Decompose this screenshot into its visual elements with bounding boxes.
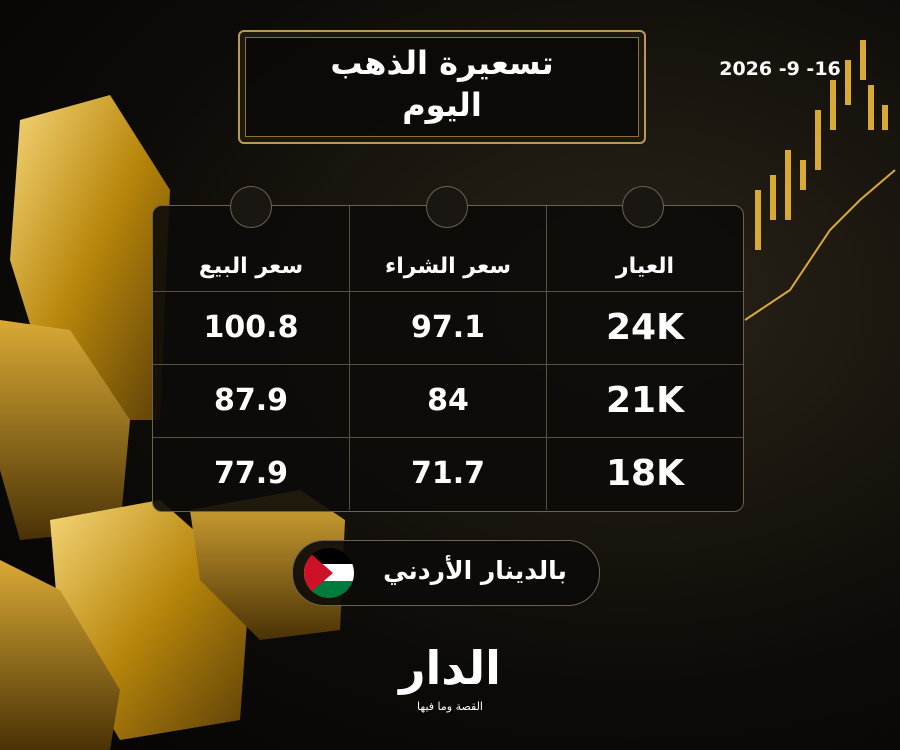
price: 84 xyxy=(349,365,546,437)
price: 77.9 xyxy=(213,456,289,491)
table-row: 24K 97.1 100.8 xyxy=(153,291,743,364)
gold-bar xyxy=(190,490,345,640)
price: 97.1 xyxy=(349,292,546,364)
table-row: 18K 71.7 77.9 xyxy=(153,437,743,510)
date: 2026 -9 -16 xyxy=(719,58,841,80)
currency: بالدينار الأردني xyxy=(383,556,567,585)
price: 71.7 xyxy=(349,438,546,510)
header-cell: سعر البيع xyxy=(198,254,304,279)
price: 87.9 xyxy=(213,383,289,418)
price: 100.8 xyxy=(203,310,299,345)
tagline: القصة وما فيها xyxy=(417,700,483,713)
trend-line xyxy=(744,169,896,321)
tag-icon xyxy=(426,186,468,228)
table-row: 21K 84 87.9 xyxy=(153,364,743,437)
candlesticks xyxy=(755,40,888,250)
title: اليوم xyxy=(402,86,482,124)
header-cell: سعر الشراء xyxy=(349,206,546,291)
header-cell: العيار xyxy=(546,206,743,291)
cart-icon xyxy=(230,186,272,228)
title-box: تسعيرة الذهب اليوم xyxy=(238,30,646,144)
currency-pill xyxy=(292,540,600,606)
karat: 24K xyxy=(546,292,743,364)
logo: الدار xyxy=(399,641,501,695)
title: تسعيرة الذهب xyxy=(330,44,554,82)
gold-bar xyxy=(0,320,130,540)
karat: 18K xyxy=(546,438,743,510)
header-row: العيار سعر الشراء سعر البيع xyxy=(153,206,743,291)
price-table: العيار سعر الشراء سعر البيع 24K 97.1 100.8… xyxy=(152,186,744,512)
gold-bar xyxy=(0,560,120,750)
karat: 21K xyxy=(546,365,743,437)
ring-icon xyxy=(622,186,664,228)
jordan-flag xyxy=(304,548,354,598)
